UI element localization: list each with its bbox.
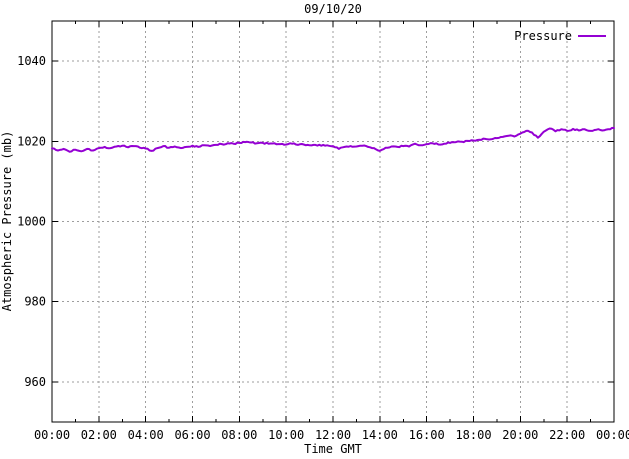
y-tick-label: 1020	[17, 134, 46, 148]
x-tick-label: 06:00	[174, 428, 210, 442]
x-tick-label: 12:00	[315, 428, 351, 442]
axis-ticks	[51, 21, 615, 422]
y-axis-label: Atmospheric Pressure (mb)	[0, 131, 14, 312]
x-tick-label: 22:00	[549, 428, 585, 442]
x-tick-label: 10:00	[268, 428, 304, 442]
x-tick-label: 16:00	[409, 428, 445, 442]
x-tick-label: 20:00	[502, 428, 538, 442]
x-tick-label: 00:00	[34, 428, 70, 442]
y-tick-label: 1040	[17, 54, 46, 68]
x-tick-label: 18:00	[455, 428, 491, 442]
x-tick-label: 08:00	[221, 428, 257, 442]
x-tick-label: 02:00	[81, 428, 117, 442]
x-axis-label: Time GMT	[304, 442, 362, 456]
pressure-line	[51, 126, 615, 153]
gridlines	[52, 21, 614, 422]
y-tick-label: 960	[24, 375, 46, 389]
plot-border	[51, 20, 615, 423]
tick-labels: 00:00 02:00 04:00 06:00 08:00 10:00 12:00 14:00…	[17, 54, 629, 442]
legend-label: Pressure	[514, 29, 572, 43]
x-tick-label: 04:00	[128, 428, 164, 442]
y-tick-label: 980	[24, 295, 46, 309]
y-tick-label: 1000	[17, 215, 46, 229]
x-tick-label: 00:00	[596, 428, 629, 442]
chart-title: 09/10/20	[304, 2, 362, 16]
x-tick-label: 14:00	[362, 428, 398, 442]
